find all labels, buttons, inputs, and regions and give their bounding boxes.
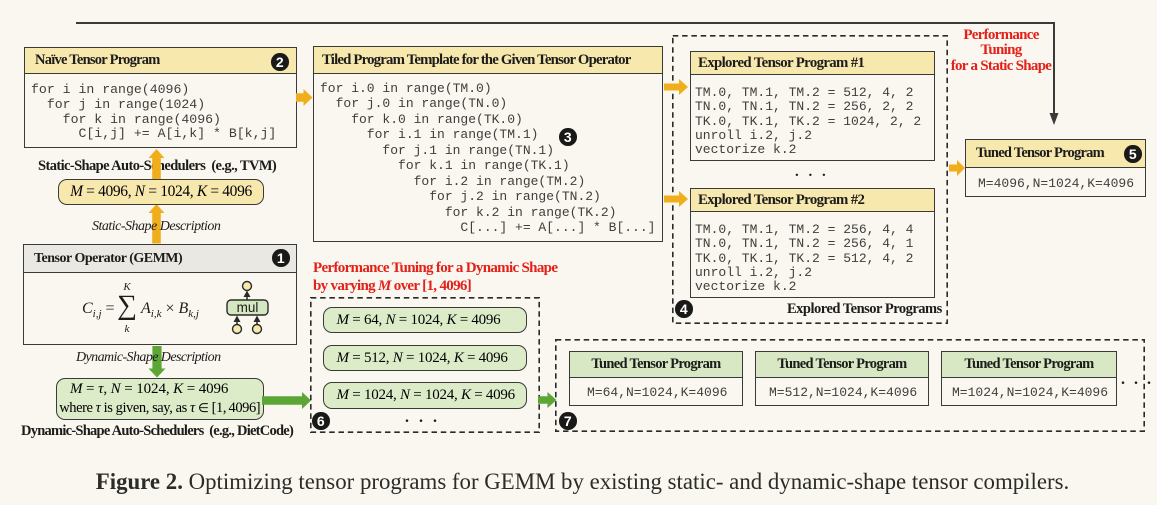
svg-text:mul: mul [237, 300, 259, 315]
